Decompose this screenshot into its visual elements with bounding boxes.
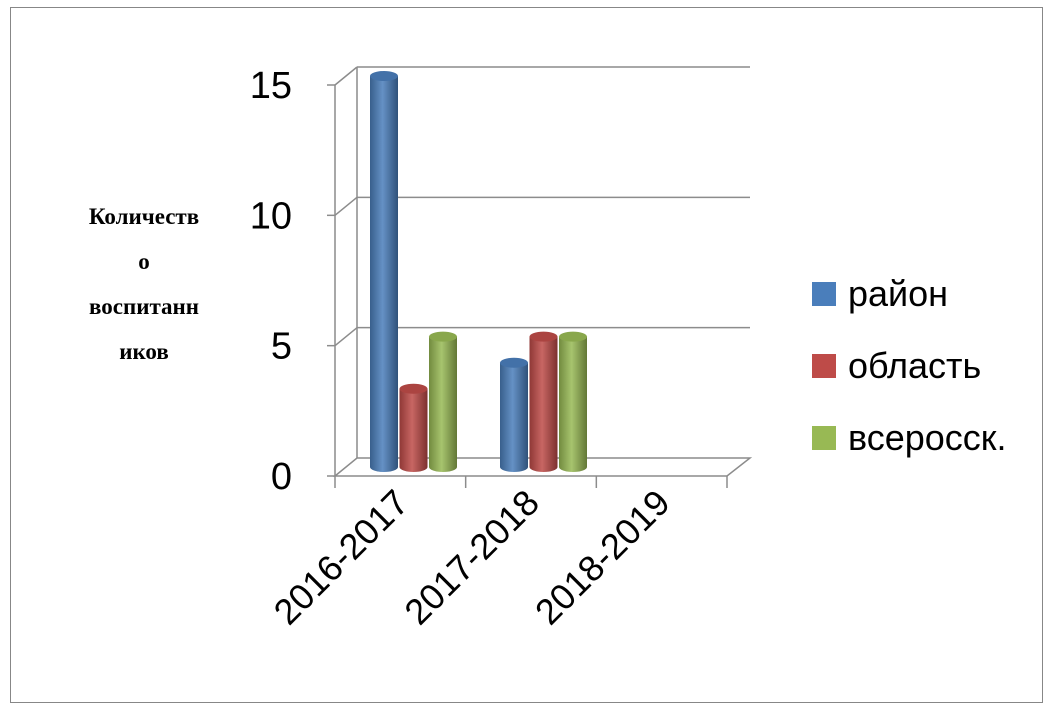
bars [370, 71, 587, 472]
bar [500, 357, 528, 472]
bar-body [399, 388, 428, 472]
legend-item: всеросск. [812, 417, 1007, 458]
y-axis-label-line: иков [119, 339, 169, 364]
legend-item: район [812, 273, 948, 314]
gridline-side [334, 327, 358, 347]
y-axis-label-line: Количеств [89, 204, 199, 229]
legend-swatch [812, 426, 836, 450]
y-axis-label-line: воспитанн [89, 294, 199, 319]
legend-swatch [812, 354, 836, 378]
bar-top [370, 71, 398, 81]
bar-top [429, 331, 457, 342]
gridline-side [334, 196, 358, 216]
bar [529, 331, 558, 472]
x-tick-label: 2018-2019 [527, 482, 678, 633]
chart-frame [10, 7, 1043, 703]
axes [327, 84, 728, 488]
y-tick-labels: 0 5 10 15 [250, 65, 292, 498]
bar [429, 331, 457, 472]
bar-body [370, 76, 398, 472]
gridline-side [334, 66, 358, 86]
bar-body [559, 336, 587, 472]
bar-top [529, 331, 558, 342]
gridlines [334, 66, 750, 347]
bar-body [529, 336, 558, 472]
y-tick-label: 5 [271, 326, 292, 368]
legend: район область всеросск. [812, 273, 1007, 458]
legend-label: район [848, 273, 948, 314]
y-tick-label: 15 [250, 65, 292, 107]
bar-body [500, 362, 528, 472]
bar-top [500, 357, 528, 368]
legend-label: всеросск. [848, 417, 1007, 458]
y-tick-label: 10 [250, 195, 292, 237]
legend-label: область [848, 345, 981, 386]
bar [399, 383, 428, 472]
x-tick-label: 2017-2018 [396, 482, 547, 633]
bar-top [399, 383, 428, 394]
bar-body [429, 336, 457, 472]
legend-swatch [812, 282, 836, 306]
x-tick-label: 2016-2017 [266, 482, 417, 633]
bar-top [559, 331, 587, 342]
bar [370, 71, 398, 472]
y-tick-label: 0 [271, 456, 292, 498]
legend-item: область [812, 345, 981, 386]
y-axis-label-line: о [138, 249, 150, 274]
bar [559, 331, 587, 472]
y-axis-label: Количеств о воспитанн иков [89, 204, 199, 364]
